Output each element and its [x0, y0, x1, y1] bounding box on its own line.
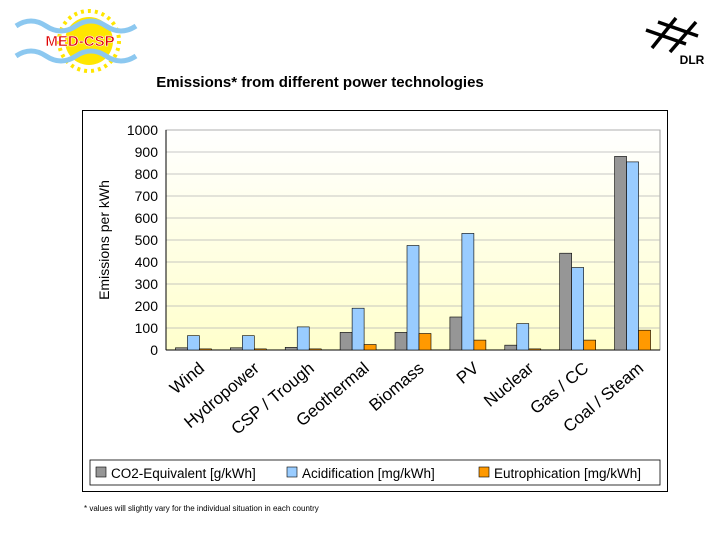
slide-title: Emissions* from different power technolo…	[156, 74, 484, 91]
y-tick-label: 500	[135, 232, 159, 248]
bar-eutrophication-3	[363, 344, 377, 351]
y-tick-label: 600	[135, 210, 159, 226]
logo-text: MED-CSP	[45, 33, 114, 50]
y-tick-label: 100	[135, 320, 159, 336]
bar-eutrophication-2	[308, 348, 322, 351]
y-tick-label: 300	[135, 276, 159, 292]
legend-box	[89, 459, 661, 486]
bar-acidification-4	[406, 245, 420, 351]
bar-co2-1	[230, 347, 243, 351]
y-tick-label: 400	[135, 254, 159, 270]
bar-co2-4	[394, 332, 408, 351]
bar-acidification-2	[296, 326, 310, 351]
med-csp-logo: MED-CSP	[14, 9, 138, 73]
bar-eutrophication-8	[638, 329, 651, 351]
y-tick-label: 200	[135, 298, 159, 314]
bar-co2-3	[339, 332, 353, 351]
bar-acidification-3	[351, 307, 365, 351]
y-tick-label: 700	[135, 188, 159, 204]
bar-acidification-1	[242, 335, 255, 351]
bar-eutrophication-6	[528, 348, 542, 351]
y-axis-title: Emissions per kWh	[96, 180, 112, 300]
bar-eutrophication-4	[418, 333, 432, 351]
bar-acidification-7	[571, 267, 584, 351]
bar-acidification-5	[461, 233, 475, 351]
bar-co2-6	[504, 344, 518, 351]
bar-eutrophication-7	[583, 339, 596, 351]
bar-eutrophication-0	[199, 348, 212, 351]
y-tick-label: 900	[135, 144, 159, 160]
legend-label: Eutrophication [mg/kWh]	[494, 466, 641, 481]
footnote: * values will slightly vary for the indi…	[84, 504, 319, 513]
legend-swatch	[286, 466, 298, 478]
emissions-bar-chart: 0 100 200 300 400 500 600 700 800 900 1000 Emission…	[82, 110, 668, 492]
bar-co2-2	[284, 347, 298, 351]
bar-acidification-8	[626, 161, 639, 351]
dlr-logo: DLR	[645, 16, 705, 67]
legend-label: Acidification [mg/kWh]	[302, 466, 435, 481]
bar-co2-7	[559, 252, 572, 351]
bar-co2-5	[449, 316, 463, 351]
y-tick-label: 0	[150, 342, 158, 358]
dlr-emblem-icon	[645, 16, 699, 54]
y-tick-label: 1000	[127, 122, 158, 138]
legend-label: CO2-Equivalent [g/kWh]	[111, 466, 256, 481]
bar-eutrophication-1	[254, 348, 267, 351]
bar-co2-0	[175, 347, 188, 351]
bar-co2-8	[614, 156, 627, 351]
legend-swatch	[478, 466, 490, 478]
bar-acidification-0	[187, 335, 200, 351]
y-tick-label: 800	[135, 166, 159, 182]
bar-eutrophication-5	[473, 339, 487, 351]
dlr-text: DLR	[680, 53, 705, 67]
waves-icon	[14, 18, 138, 64]
bar-acidification-6	[516, 323, 530, 351]
legend-swatch	[95, 466, 107, 478]
